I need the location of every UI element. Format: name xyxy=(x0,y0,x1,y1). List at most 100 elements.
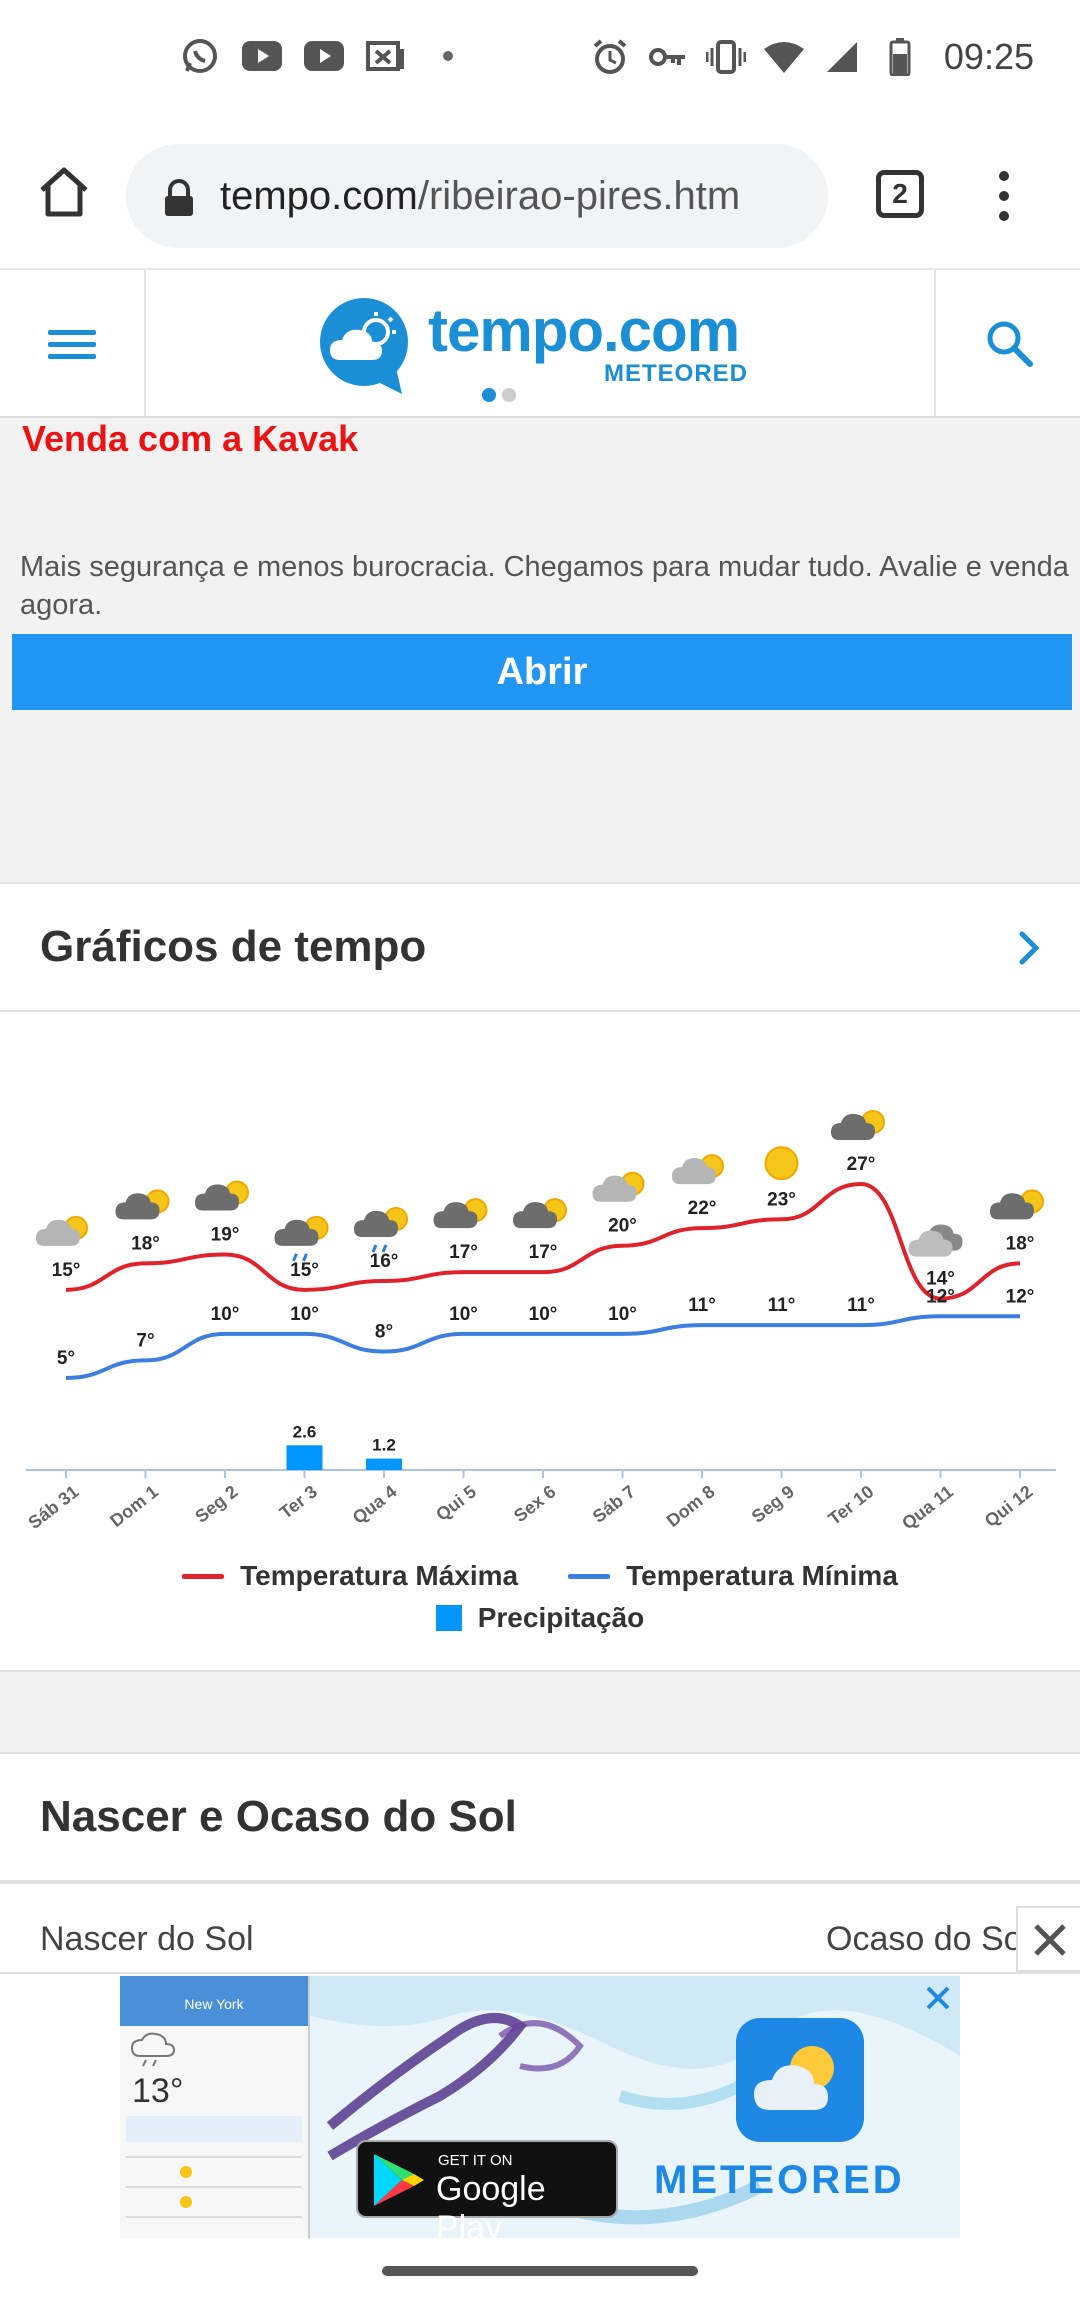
max-temp-label: 18° xyxy=(131,1233,160,1254)
max-temp-label: 14° xyxy=(926,1269,955,1290)
x-tick-label: Seg 2 xyxy=(191,1481,241,1526)
gp-big-text: Google Play xyxy=(436,2170,546,2238)
max-temp-label: 17° xyxy=(529,1242,558,1263)
more-vert-icon xyxy=(999,171,1009,221)
ad-title[interactable]: Venda com a Kavak xyxy=(22,418,359,459)
series-line-min xyxy=(65,1314,1020,1380)
max-temp-label: 27° xyxy=(847,1154,876,1175)
max-temp-label: 20° xyxy=(608,1216,637,1237)
min-temp-label: 12° xyxy=(926,1286,955,1307)
site-logo[interactable]: tempo.com METEORED xyxy=(318,296,768,396)
cloudy-sun-icon xyxy=(990,1193,1034,1220)
home-icon xyxy=(40,167,88,217)
news-icon xyxy=(366,36,406,76)
close-icon xyxy=(1034,1924,1066,1956)
cloudy-sun-icon xyxy=(433,1202,478,1229)
precip-bar xyxy=(286,1445,323,1470)
sunrise-label: Nascer do Sol xyxy=(40,1920,254,1958)
min-temp-label: 12° xyxy=(1006,1286,1035,1307)
min-temp-label: 11° xyxy=(847,1295,875,1316)
menu-button[interactable] xyxy=(0,270,146,416)
legend-item-precip: Precipitação xyxy=(435,1602,644,1634)
advertisement: Venda com a Kavak Mais segurança e menos… xyxy=(0,418,1080,882)
max-temp-label: 15° xyxy=(52,1260,81,1281)
url-text: tempo.com/ribeirao-pires.htm xyxy=(220,174,810,219)
url-path: /ribeirao-pires.htm xyxy=(417,174,741,218)
vpn-key-icon xyxy=(648,37,688,77)
section-title: Nascer e Ocaso do Sol xyxy=(40,1792,517,1841)
signal-icon xyxy=(822,37,862,77)
max-temp-label: 16° xyxy=(370,1251,399,1272)
min-temp-label: 10° xyxy=(529,1304,558,1325)
chevron-right-icon xyxy=(1019,931,1040,965)
x-tick-label: Qua 4 xyxy=(349,1481,401,1528)
ad-open-button[interactable]: Abrir xyxy=(12,634,1072,710)
home-button[interactable] xyxy=(34,162,94,222)
site-header: tempo.com METEORED xyxy=(0,270,1080,418)
section-spacer xyxy=(0,1672,1080,1752)
partly-cloudy-icon xyxy=(672,1158,716,1185)
more-notifications-icon xyxy=(428,36,468,76)
logo-text: tempo.com xyxy=(428,297,740,364)
max-temp-label: 19° xyxy=(211,1225,240,1246)
max-temp-label: 18° xyxy=(1006,1233,1035,1254)
cloudy-sun-icon xyxy=(831,1113,875,1140)
google-play-badge[interactable]: GET IT ON Google Play xyxy=(356,2140,618,2238)
x-tick-label: Dom 1 xyxy=(106,1481,162,1531)
legend-item-max: Temperatura Máxima xyxy=(182,1560,518,1592)
app-preview: New York 13° xyxy=(120,1976,310,2238)
search-button[interactable] xyxy=(934,270,1080,416)
close-ad-button[interactable] xyxy=(1016,1906,1080,1972)
raindrop-icon xyxy=(292,1253,308,1262)
search-icon xyxy=(987,321,1033,367)
battery-icon xyxy=(880,37,920,77)
cloudy-sun-icon xyxy=(115,1193,160,1220)
browser-menu-button[interactable] xyxy=(992,166,1016,226)
min-temp-label: 10° xyxy=(449,1304,478,1325)
precip-label: 2.6 xyxy=(293,1422,317,1441)
sunrise-sunset-header: Nascer e Ocaso do Sol xyxy=(0,1752,1080,1882)
raindrop-icon xyxy=(371,1244,388,1253)
legend-item-min: Temperatura Mínima xyxy=(568,1560,898,1592)
cloudy-sun-icon xyxy=(195,1184,239,1211)
min-temp-label: 11° xyxy=(688,1295,716,1316)
sunrise-sunset-row: Nascer do Sol Ocaso do Sol xyxy=(0,1882,1080,1972)
meteored-app-icon xyxy=(736,2018,864,2142)
x-tick-label: Dom 8 xyxy=(663,1481,719,1531)
section-title: Gráficos de tempo xyxy=(40,922,427,971)
preview-city: New York xyxy=(120,1976,308,2026)
browser-toolbar: tempo.com/ribeirao-pires.htm 2 xyxy=(0,122,1080,270)
youtube-icon xyxy=(304,36,344,76)
min-temp-label: 5° xyxy=(57,1348,75,1369)
x-tick-label: Qui 12 xyxy=(981,1481,1037,1531)
min-temp-label: 10° xyxy=(290,1304,319,1325)
weather-charts-header[interactable]: Gráficos de tempo xyxy=(0,882,1080,1012)
min-temp-label: 10° xyxy=(608,1304,637,1325)
wifi-icon xyxy=(763,37,804,77)
preview-temp: 13° xyxy=(132,2072,184,2110)
min-temp-label: 11° xyxy=(768,1295,796,1316)
meteored-app-banner[interactable]: New York 13° GET IT ON Google Play METEO… xyxy=(120,1976,960,2238)
x-tick-label: Seg 9 xyxy=(748,1481,798,1526)
status-bar: 09:25 xyxy=(0,0,1080,122)
gesture-nav-bar[interactable] xyxy=(382,2266,698,2276)
partly-cloudy-icon xyxy=(592,1175,637,1202)
url-domain: tempo.com xyxy=(220,174,418,218)
banner-close-button[interactable] xyxy=(920,1980,956,2016)
weather-chart: 2.6 1.2 15° 18° 19° 15° 16° 17° 17° 20° 22° 23° 27° 1… xyxy=(0,1012,1080,1672)
lock-icon xyxy=(162,178,196,218)
x-tick-label: Qui 5 xyxy=(432,1481,480,1524)
ad-description: Mais segurança e menos burocracia. Chega… xyxy=(20,551,1069,621)
address-bar[interactable]: tempo.com/ribeirao-pires.htm xyxy=(126,144,828,248)
gp-small-text: GET IT ON xyxy=(438,2152,513,2169)
x-tick-label: Ter 10 xyxy=(824,1481,877,1529)
max-temp-label: 15° xyxy=(290,1260,319,1281)
min-temp-label: 7° xyxy=(136,1330,154,1351)
weather-chart-svg: 2.6 1.2 15° 18° 19° 15° 16° 17° 17° 20° 22° 23° 27° 1… xyxy=(24,1110,1056,1534)
x-tick-label: Ter 3 xyxy=(276,1481,321,1522)
tab-switcher-button[interactable]: 2 xyxy=(876,170,924,218)
alarm-icon xyxy=(590,37,630,77)
x-tick-label: Sáb 7 xyxy=(589,1481,639,1526)
vibrate-icon xyxy=(705,37,746,77)
cloud-icon xyxy=(908,1230,953,1257)
